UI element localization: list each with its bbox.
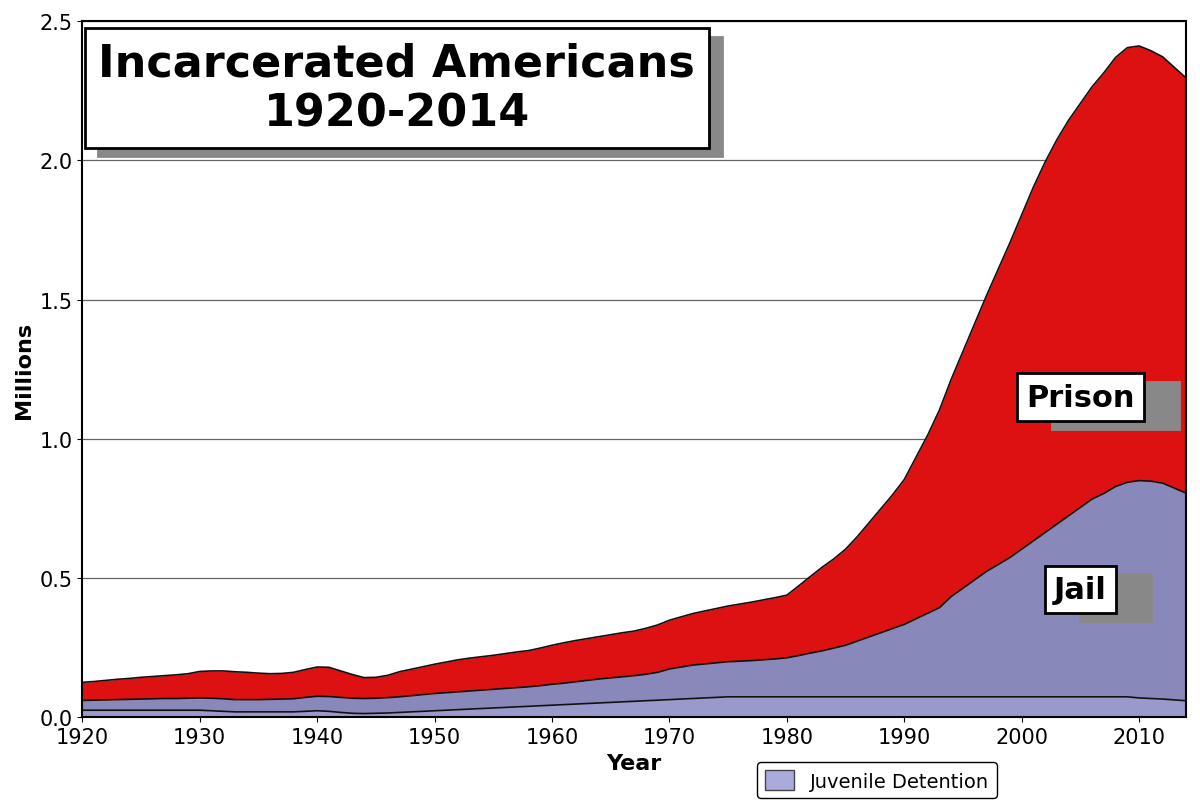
Text: Jail: Jail [1054, 575, 1106, 604]
Legend: Juvenile Detention: Juvenile Detention [757, 762, 997, 798]
Text: Jail: Jail [1090, 583, 1142, 613]
Text: Prison: Prison [1026, 383, 1135, 412]
X-axis label: Year: Year [606, 753, 662, 773]
Text: Prison: Prison [1062, 391, 1170, 420]
Y-axis label: Millions: Millions [14, 322, 34, 418]
Text: Incarcerated Americans
1920-2014: Incarcerated Americans 1920-2014 [112, 51, 708, 144]
Text: Incarcerated Americans
1920-2014: Incarcerated Americans 1920-2014 [98, 43, 695, 136]
